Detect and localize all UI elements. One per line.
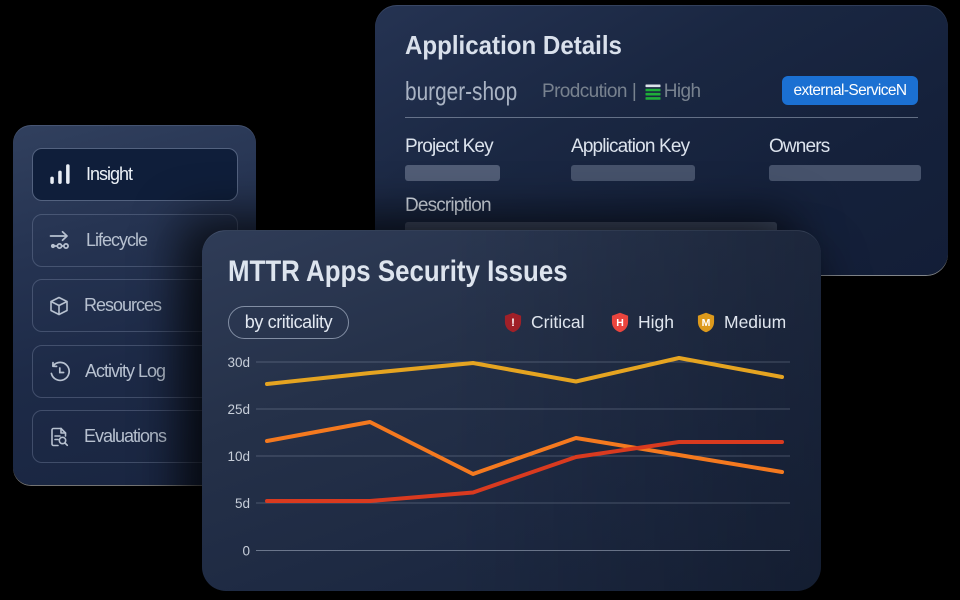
svg-text:10d: 10d	[227, 449, 250, 464]
svg-text:H: H	[616, 317, 624, 329]
svg-text:M: M	[702, 317, 711, 329]
svg-text:!: !	[511, 317, 515, 329]
svg-text:25d: 25d	[227, 402, 250, 417]
svg-text:5d: 5d	[235, 496, 250, 511]
svg-text:0: 0	[242, 544, 250, 559]
svg-text:30d: 30d	[227, 355, 250, 370]
